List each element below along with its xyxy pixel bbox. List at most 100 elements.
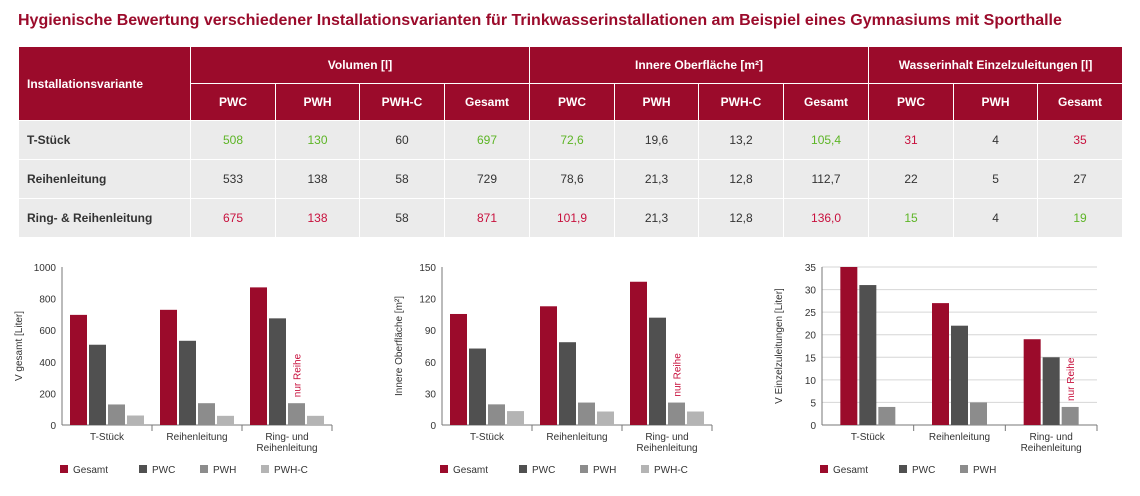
- y-tick-label: 800: [39, 295, 56, 306]
- bar-gesamt: [160, 309, 177, 425]
- table-cell: 21,3: [614, 159, 700, 199]
- x-category-label: Reihenleitung: [166, 432, 227, 443]
- bar-pwh: [488, 404, 505, 425]
- col-header: PWH: [275, 83, 360, 121]
- y-tick-label: 15: [805, 353, 817, 364]
- legend-label: Gesamt: [73, 465, 108, 476]
- bar-gesamt: [450, 313, 467, 425]
- table-cell: 60: [359, 120, 445, 160]
- x-category-label: T-Stück: [470, 432, 505, 443]
- header-row-groups: Installationsvariante Volumen [l] Innere…: [18, 46, 1124, 121]
- y-axis-label: Innere Oberfläche [m²]: [394, 296, 405, 396]
- table-row: Ring- & Reihenleitung 675 138 58 871 101,9 21,…: [18, 198, 1124, 238]
- table-cell: 19,6: [614, 120, 700, 160]
- y-tick-label: 30: [425, 389, 437, 400]
- header-group-oberflaeche: Innere Oberfläche [m²]: [529, 46, 870, 84]
- bar-pwh: [1061, 406, 1079, 425]
- col-header: Gesamt: [783, 83, 870, 121]
- col-header: PWC: [529, 83, 616, 121]
- y-tick-label: 30: [805, 286, 817, 297]
- bar-pwc: [859, 285, 877, 425]
- bar-pwh: [878, 406, 896, 425]
- legend-label: PWC: [532, 465, 555, 476]
- bar-pwc: [1042, 357, 1060, 425]
- bar-pwh: [668, 402, 685, 425]
- bar-gesamt: [540, 306, 557, 425]
- annotation-nur-reihe: nur Reihe: [1066, 357, 1077, 401]
- bar-pwh-c: [687, 411, 704, 425]
- table-cell: 130: [275, 120, 360, 160]
- y-tick-label: 25: [805, 308, 817, 319]
- bar-pwc: [469, 348, 486, 425]
- table-cell: 13,2: [698, 120, 785, 160]
- legend-swatch: [641, 465, 649, 473]
- legend-label: PWC: [912, 465, 935, 476]
- bar-pwh: [288, 403, 305, 425]
- y-tick-label: 600: [39, 326, 56, 337]
- col-header: PWC: [868, 83, 955, 121]
- table-cell: 4: [953, 198, 1039, 238]
- table-cell: 35: [1037, 120, 1124, 160]
- row-label: Reihenleitung: [18, 159, 191, 199]
- page-title: Hygienische Bewertung verschiedener Inst…: [18, 12, 1062, 29]
- x-category-label: Ring- und: [645, 432, 688, 443]
- y-tick-label: 5: [810, 398, 816, 409]
- table-cell: 58: [359, 159, 445, 199]
- y-axis-label: V gesamt [Liter]: [14, 311, 25, 381]
- bar-gesamt: [1023, 339, 1041, 425]
- col-header: PWC: [190, 83, 276, 121]
- y-tick-label: 20: [805, 331, 817, 342]
- legend-label: Gesamt: [453, 465, 488, 476]
- bar-gesamt: [250, 287, 267, 425]
- bar-gesamt: [70, 314, 87, 425]
- col-header: PWH: [614, 83, 700, 121]
- table-cell: 675: [190, 198, 276, 238]
- row-label: T-Stück: [18, 120, 191, 160]
- bar-pwh-c: [217, 415, 234, 425]
- bar-pwc: [269, 318, 286, 425]
- bar-pwh-c: [507, 411, 524, 425]
- table-row: T-Stück 508 130 60 697 72,6 19,6 13,2 105,4 31 4 35: [18, 120, 1124, 160]
- x-category-label: Ring- und: [265, 432, 308, 443]
- bar-gesamt: [932, 303, 949, 425]
- legend-swatch: [899, 465, 907, 473]
- bar-pwh: [578, 402, 595, 425]
- data-table: Installationsvariante Volumen [l] Innere…: [18, 46, 1124, 238]
- y-tick-label: 150: [419, 263, 436, 274]
- legend-label: PWC: [152, 465, 175, 476]
- bar-pwc: [179, 340, 196, 425]
- legend-label: PWH-C: [274, 465, 308, 476]
- y-tick-label: 120: [419, 295, 436, 306]
- col-header: PWH-C: [698, 83, 785, 121]
- legend-swatch: [60, 465, 68, 473]
- y-tick-label: 0: [810, 421, 816, 432]
- table-cell: 19: [1037, 198, 1124, 238]
- header-installationsvariante: Installationsvariante: [18, 46, 191, 121]
- y-tick-label: 35: [805, 263, 817, 274]
- bar-pwh-c: [307, 415, 324, 425]
- legend-label: PWH: [973, 465, 996, 476]
- bar-pwh: [970, 402, 987, 425]
- col-header: Gesamt: [1037, 83, 1124, 121]
- y-tick-label: 0: [430, 421, 436, 432]
- annotation-nur-reihe: nur Reihe: [293, 353, 304, 397]
- y-tick-label: 60: [425, 358, 437, 369]
- col-header: Gesamt: [443, 83, 531, 121]
- table-cell: 112,7: [783, 159, 870, 199]
- header-group-wasserinhalt: Wasserinhalt Einzelzuleitungen [l]: [868, 46, 1124, 84]
- table-row: Reihenleitung 533 138 58 729 78,6 21,3 12,8 112,…: [18, 159, 1124, 199]
- table-cell: 4: [953, 120, 1039, 160]
- legend-swatch: [139, 465, 147, 473]
- legend-label: PWH: [213, 465, 236, 476]
- table-cell: 138: [275, 198, 360, 238]
- table-cell: 508: [190, 120, 276, 160]
- table-cell: 22: [868, 159, 955, 199]
- bar-pwh: [198, 403, 215, 425]
- legend-label: PWH: [593, 465, 616, 476]
- table-cell: 78,6: [529, 159, 616, 199]
- col-header: PWH-C: [359, 83, 445, 121]
- y-tick-label: 1000: [34, 263, 57, 274]
- y-tick-label: 90: [425, 326, 437, 337]
